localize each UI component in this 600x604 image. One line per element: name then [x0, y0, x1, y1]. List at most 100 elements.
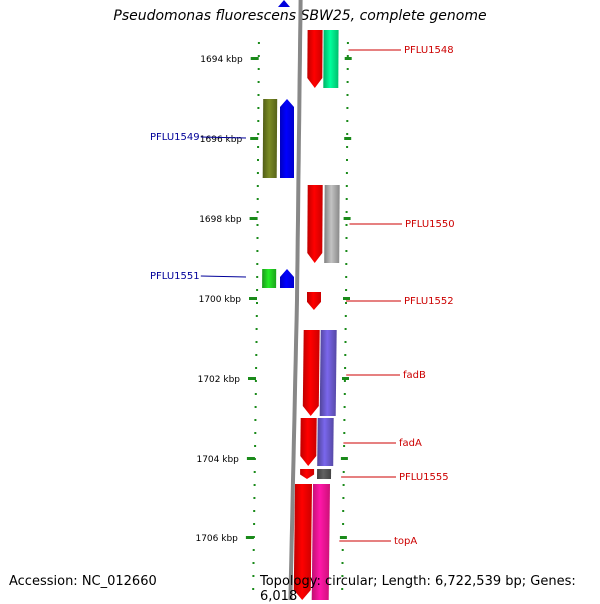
guide-dot [342, 471, 345, 473]
guide-dot [252, 575, 255, 577]
tick-mark-left [246, 457, 255, 460]
gene-arrow-pflu1549 [280, 99, 294, 178]
gene-features [262, 30, 340, 600]
guide-dot [254, 432, 257, 434]
gene-label-pflu1552[interactable]: PFLU1552 [404, 296, 454, 307]
guide-dot [255, 315, 258, 317]
guide-dot [256, 302, 258, 304]
guide-dot [345, 172, 348, 174]
gene-arrow-pflu1555 [300, 469, 315, 479]
gene-arrow-pflu1548 [307, 30, 323, 88]
gene-label-pflu1555[interactable]: PFLU1555 [399, 472, 449, 483]
gene-labels: PFLU1548 PFLU1549 PFLU1550 PFLU1551 PFLU1552… [150, 45, 455, 547]
gene-arrow-fadb [302, 330, 320, 416]
guide-dot [256, 263, 259, 265]
guide-dot [257, 107, 260, 109]
guide-dot [341, 575, 344, 577]
guide-dot [343, 406, 346, 408]
guide-dot [344, 315, 347, 317]
guide-dot [342, 523, 345, 525]
gene-label-pflu1549[interactable]: PFLU1549 [150, 132, 200, 143]
gene-bar-pflu1551 [262, 269, 277, 288]
tick-label: 1702 kbp [198, 375, 241, 385]
guide-dot [346, 42, 349, 44]
guide-dot [257, 94, 260, 96]
guide-dot [252, 562, 255, 564]
guide-dot [256, 211, 259, 213]
guide-dot [344, 367, 347, 369]
gene-label-fada[interactable]: fadA [399, 438, 422, 449]
guide-dot [253, 523, 256, 525]
guide-dot [256, 172, 259, 174]
guide-dot [257, 120, 260, 122]
scroll-up-icon[interactable] [278, 0, 290, 7]
gene-label-pflu1548[interactable]: PFLU1548 [404, 45, 454, 56]
guide-dot [342, 484, 345, 486]
guide-dot [346, 55, 349, 57]
guide-dot [256, 250, 259, 252]
tick-label: 1700 kbp [199, 295, 242, 305]
tick-label: 1698 kbp [199, 215, 242, 225]
guide-dot [253, 471, 256, 473]
guide-dot [345, 250, 348, 252]
guide-dot [345, 237, 348, 239]
guide-dot [254, 419, 257, 421]
tick-mark-right [339, 536, 347, 539]
gene-bar-fada [317, 418, 334, 466]
guide-dot [343, 432, 346, 434]
tick-mark-right [343, 297, 350, 300]
guide-dot [342, 497, 345, 499]
guide-dot [343, 445, 346, 447]
tick-mark-left [245, 536, 254, 539]
guide-dot [256, 185, 259, 187]
guide-dot [257, 42, 260, 44]
guide-dot [254, 406, 257, 408]
label-leader-pflu1551 [200, 275, 247, 278]
guide-dot [345, 263, 348, 265]
guide-dot [346, 133, 349, 135]
guide-dot [345, 276, 348, 278]
gene-label-topa[interactable]: topA [394, 536, 417, 547]
guide-dot [257, 146, 260, 148]
guide-dot [256, 198, 259, 200]
tick-label: 1704 kbp [196, 455, 239, 465]
guide-dot [345, 302, 347, 304]
tick-label: 1694 kbp [200, 55, 243, 65]
gene-label-pflu1550[interactable]: PFLU1550 [405, 219, 455, 230]
guide-dot [346, 107, 349, 109]
guide-dot [255, 354, 258, 356]
tick-mark-left [249, 217, 258, 220]
guide-dot [344, 328, 347, 330]
guide-dot [254, 393, 257, 395]
gene-arrow-topa [293, 484, 312, 600]
guide-dot [252, 588, 255, 590]
gene-label-pflu1551[interactable]: PFLU1551 [150, 271, 200, 282]
guide-dot [255, 341, 258, 343]
gene-label-fadb[interactable]: fadB [403, 370, 426, 381]
guide-dot [252, 549, 255, 551]
gene-arrow-pflu1550 [307, 185, 323, 263]
tick-label: 1706 kbp [195, 534, 238, 544]
tick-label: 1696 kbp [200, 135, 243, 145]
guide-dot [257, 81, 260, 83]
tick-mark-right [342, 377, 349, 380]
guide-dot [345, 289, 348, 291]
guide-dot [256, 276, 259, 278]
guide-dot [346, 94, 349, 96]
tick-mark-right [340, 457, 348, 460]
backbone-line [288, 0, 303, 600]
guide-dot [253, 497, 256, 499]
guide-dot [255, 328, 258, 330]
gene-arrow-pflu1552 [307, 292, 321, 310]
gene-bar-pflu1550 [324, 185, 340, 263]
tick-mark-left [250, 57, 259, 60]
gene-bar-fadb [319, 330, 337, 416]
tick-mark-right [343, 217, 351, 220]
guide-dot [344, 354, 347, 356]
gene-arrow-pflu1551 [280, 269, 294, 288]
guide-dot [257, 159, 259, 161]
guide-dot [346, 146, 349, 148]
guide-dot [345, 211, 348, 213]
tick-mark-left [250, 137, 259, 140]
guide-dot [253, 484, 256, 486]
